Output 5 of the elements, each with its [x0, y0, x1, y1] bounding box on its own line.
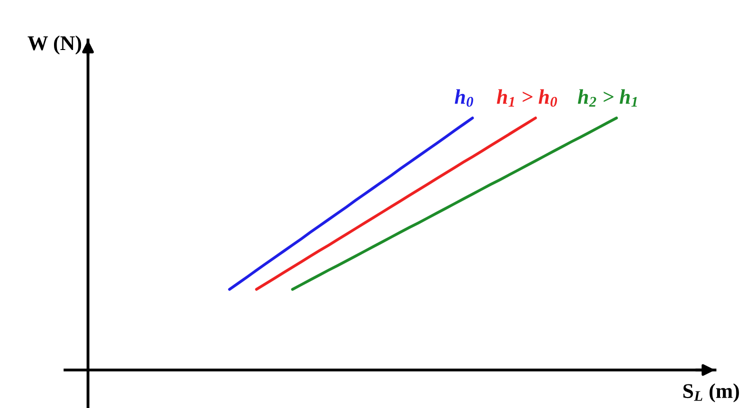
- series-label: h$_{0}$: [454, 89, 474, 107]
- series-label: h$_{1}$ > h$_{0}$: [496, 89, 558, 107]
- text: W (N): [28, 36, 82, 54]
- series-label: h$_{2}$ > h$_{1}$: [578, 89, 637, 107]
- x-axis-title: S$_{L}$ (m): [683, 383, 739, 402]
